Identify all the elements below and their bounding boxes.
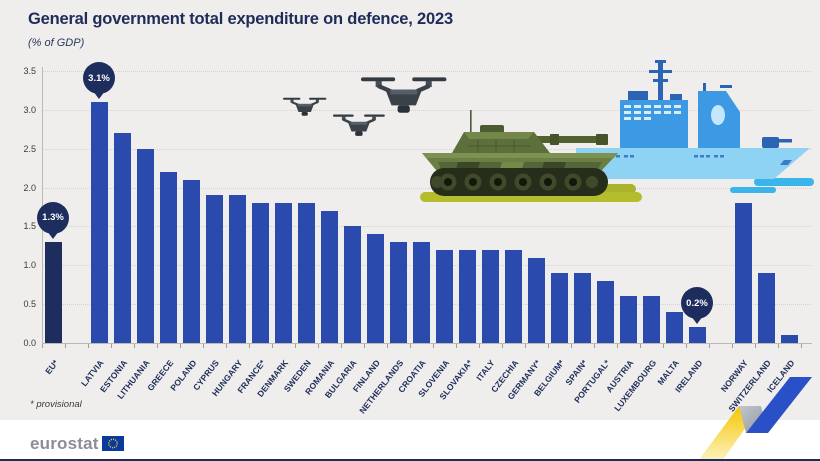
bar-malta bbox=[665, 311, 683, 343]
bar-germany bbox=[527, 257, 545, 343]
bar-austria bbox=[619, 296, 637, 343]
bar-sweden bbox=[297, 203, 315, 343]
page-title: General government total expenditure on … bbox=[28, 10, 453, 28]
eurostat-logo: eurostat bbox=[30, 435, 124, 452]
bar-cyprus bbox=[205, 195, 223, 343]
xlabel-wrap: ICELAND bbox=[0, 349, 796, 394]
bar-czechia bbox=[504, 249, 522, 343]
bar-spain bbox=[573, 273, 591, 343]
bar-latvia bbox=[90, 102, 108, 343]
x-axis-tick bbox=[294, 344, 296, 348]
y-tick-label: 3.5 bbox=[23, 66, 36, 76]
bar-estonia bbox=[113, 133, 131, 343]
gridline bbox=[42, 71, 812, 72]
y-tick-label: 1.5 bbox=[23, 221, 36, 232]
bar-netherlands bbox=[389, 241, 407, 343]
tank-illustration bbox=[420, 110, 642, 202]
x-axis-tick bbox=[478, 344, 480, 348]
xlabel-eu: EU* bbox=[42, 357, 60, 377]
bar-luxembourg bbox=[642, 296, 660, 343]
x-axis-tick bbox=[685, 344, 687, 348]
x-axis-tick bbox=[708, 344, 710, 348]
x-axis-tick bbox=[179, 344, 181, 348]
drone-icon-medium bbox=[331, 113, 387, 138]
callout-eu: 1.3% bbox=[37, 201, 69, 234]
x-axis-tick bbox=[156, 344, 158, 348]
gridline bbox=[42, 187, 812, 189]
x-axis-tick bbox=[524, 344, 526, 348]
bar-romania bbox=[320, 210, 338, 343]
x-axis-tick bbox=[547, 344, 549, 348]
bar-hungary bbox=[228, 195, 246, 343]
x-axis-tick bbox=[455, 344, 457, 348]
drone-icon-small bbox=[283, 96, 328, 117]
bottom-border bbox=[0, 459, 820, 461]
x-axis-tick bbox=[363, 344, 365, 348]
x-axis-tick bbox=[432, 344, 434, 348]
bar-lithuania bbox=[136, 148, 154, 343]
x-axis-tick bbox=[616, 344, 618, 348]
bar-norway bbox=[734, 203, 752, 343]
x-axis-tick bbox=[87, 344, 89, 348]
gridline bbox=[42, 148, 812, 150]
x-axis-tick bbox=[777, 344, 779, 348]
bar-poland bbox=[182, 179, 200, 343]
footnote-provisional: * provisional bbox=[30, 399, 82, 410]
bar-france bbox=[251, 203, 269, 343]
gridline bbox=[42, 109, 812, 111]
callout-ireland: 0.2% bbox=[681, 287, 713, 320]
bar-slovenia bbox=[435, 249, 453, 343]
x-axis-tick bbox=[570, 344, 572, 348]
y-tick-label: 0.5 bbox=[23, 299, 36, 310]
bar-slovakia bbox=[458, 249, 476, 343]
y-tick-label: 3.0 bbox=[23, 104, 36, 115]
x-axis-tick bbox=[110, 344, 112, 348]
callout-latvia: 3.1% bbox=[83, 62, 115, 95]
x-axis-tick bbox=[800, 344, 802, 348]
bar-portugal bbox=[596, 280, 614, 343]
bar-denmark bbox=[274, 203, 292, 343]
x-axis-tick bbox=[317, 344, 319, 348]
x-axis-tick bbox=[271, 344, 273, 348]
bar-greece bbox=[159, 172, 177, 343]
footer-bar bbox=[0, 420, 820, 461]
x-axis-tick bbox=[64, 344, 66, 348]
bar-iceland bbox=[780, 335, 798, 343]
x-axis-tick bbox=[754, 344, 756, 348]
x-axis-tick bbox=[639, 344, 641, 348]
x-axis-tick bbox=[662, 344, 664, 348]
eurostat-logo-text: eurostat bbox=[30, 434, 99, 453]
xlabel-italy: ITALY bbox=[474, 357, 497, 383]
x-axis-tick bbox=[501, 344, 503, 348]
bar-bulgaria bbox=[343, 226, 361, 343]
bar-italy bbox=[481, 249, 499, 343]
page-subtitle: (% of GDP) bbox=[28, 37, 85, 49]
navy-ship-illustration bbox=[572, 60, 814, 193]
gridline bbox=[42, 226, 812, 228]
bar-croatia bbox=[412, 241, 430, 343]
y-tick-label: 2.5 bbox=[23, 143, 36, 154]
x-axis-tick bbox=[133, 344, 135, 348]
x-axis-tick bbox=[593, 344, 595, 348]
bar-eu bbox=[44, 241, 62, 343]
x-axis-tick bbox=[225, 344, 227, 348]
x-axis-tick bbox=[409, 344, 411, 348]
x-axis-tick bbox=[202, 344, 204, 348]
bar-finland bbox=[366, 234, 384, 343]
y-tick-label: 1.0 bbox=[23, 260, 36, 271]
bar-belgium bbox=[550, 273, 568, 343]
x-axis-tick bbox=[41, 344, 43, 348]
x-axis-tick bbox=[248, 344, 250, 348]
bar-switzerland bbox=[757, 273, 775, 343]
x-axis-tick bbox=[340, 344, 342, 348]
x-axis-tick bbox=[386, 344, 388, 348]
y-tick-label: 2.0 bbox=[23, 182, 36, 193]
eu-flag-icon bbox=[101, 436, 124, 451]
x-axis-tick bbox=[731, 344, 733, 348]
y-tick-label: 0.0 bbox=[23, 338, 36, 348]
x-axis-baseline bbox=[42, 343, 812, 344]
bar-ireland bbox=[688, 327, 706, 343]
